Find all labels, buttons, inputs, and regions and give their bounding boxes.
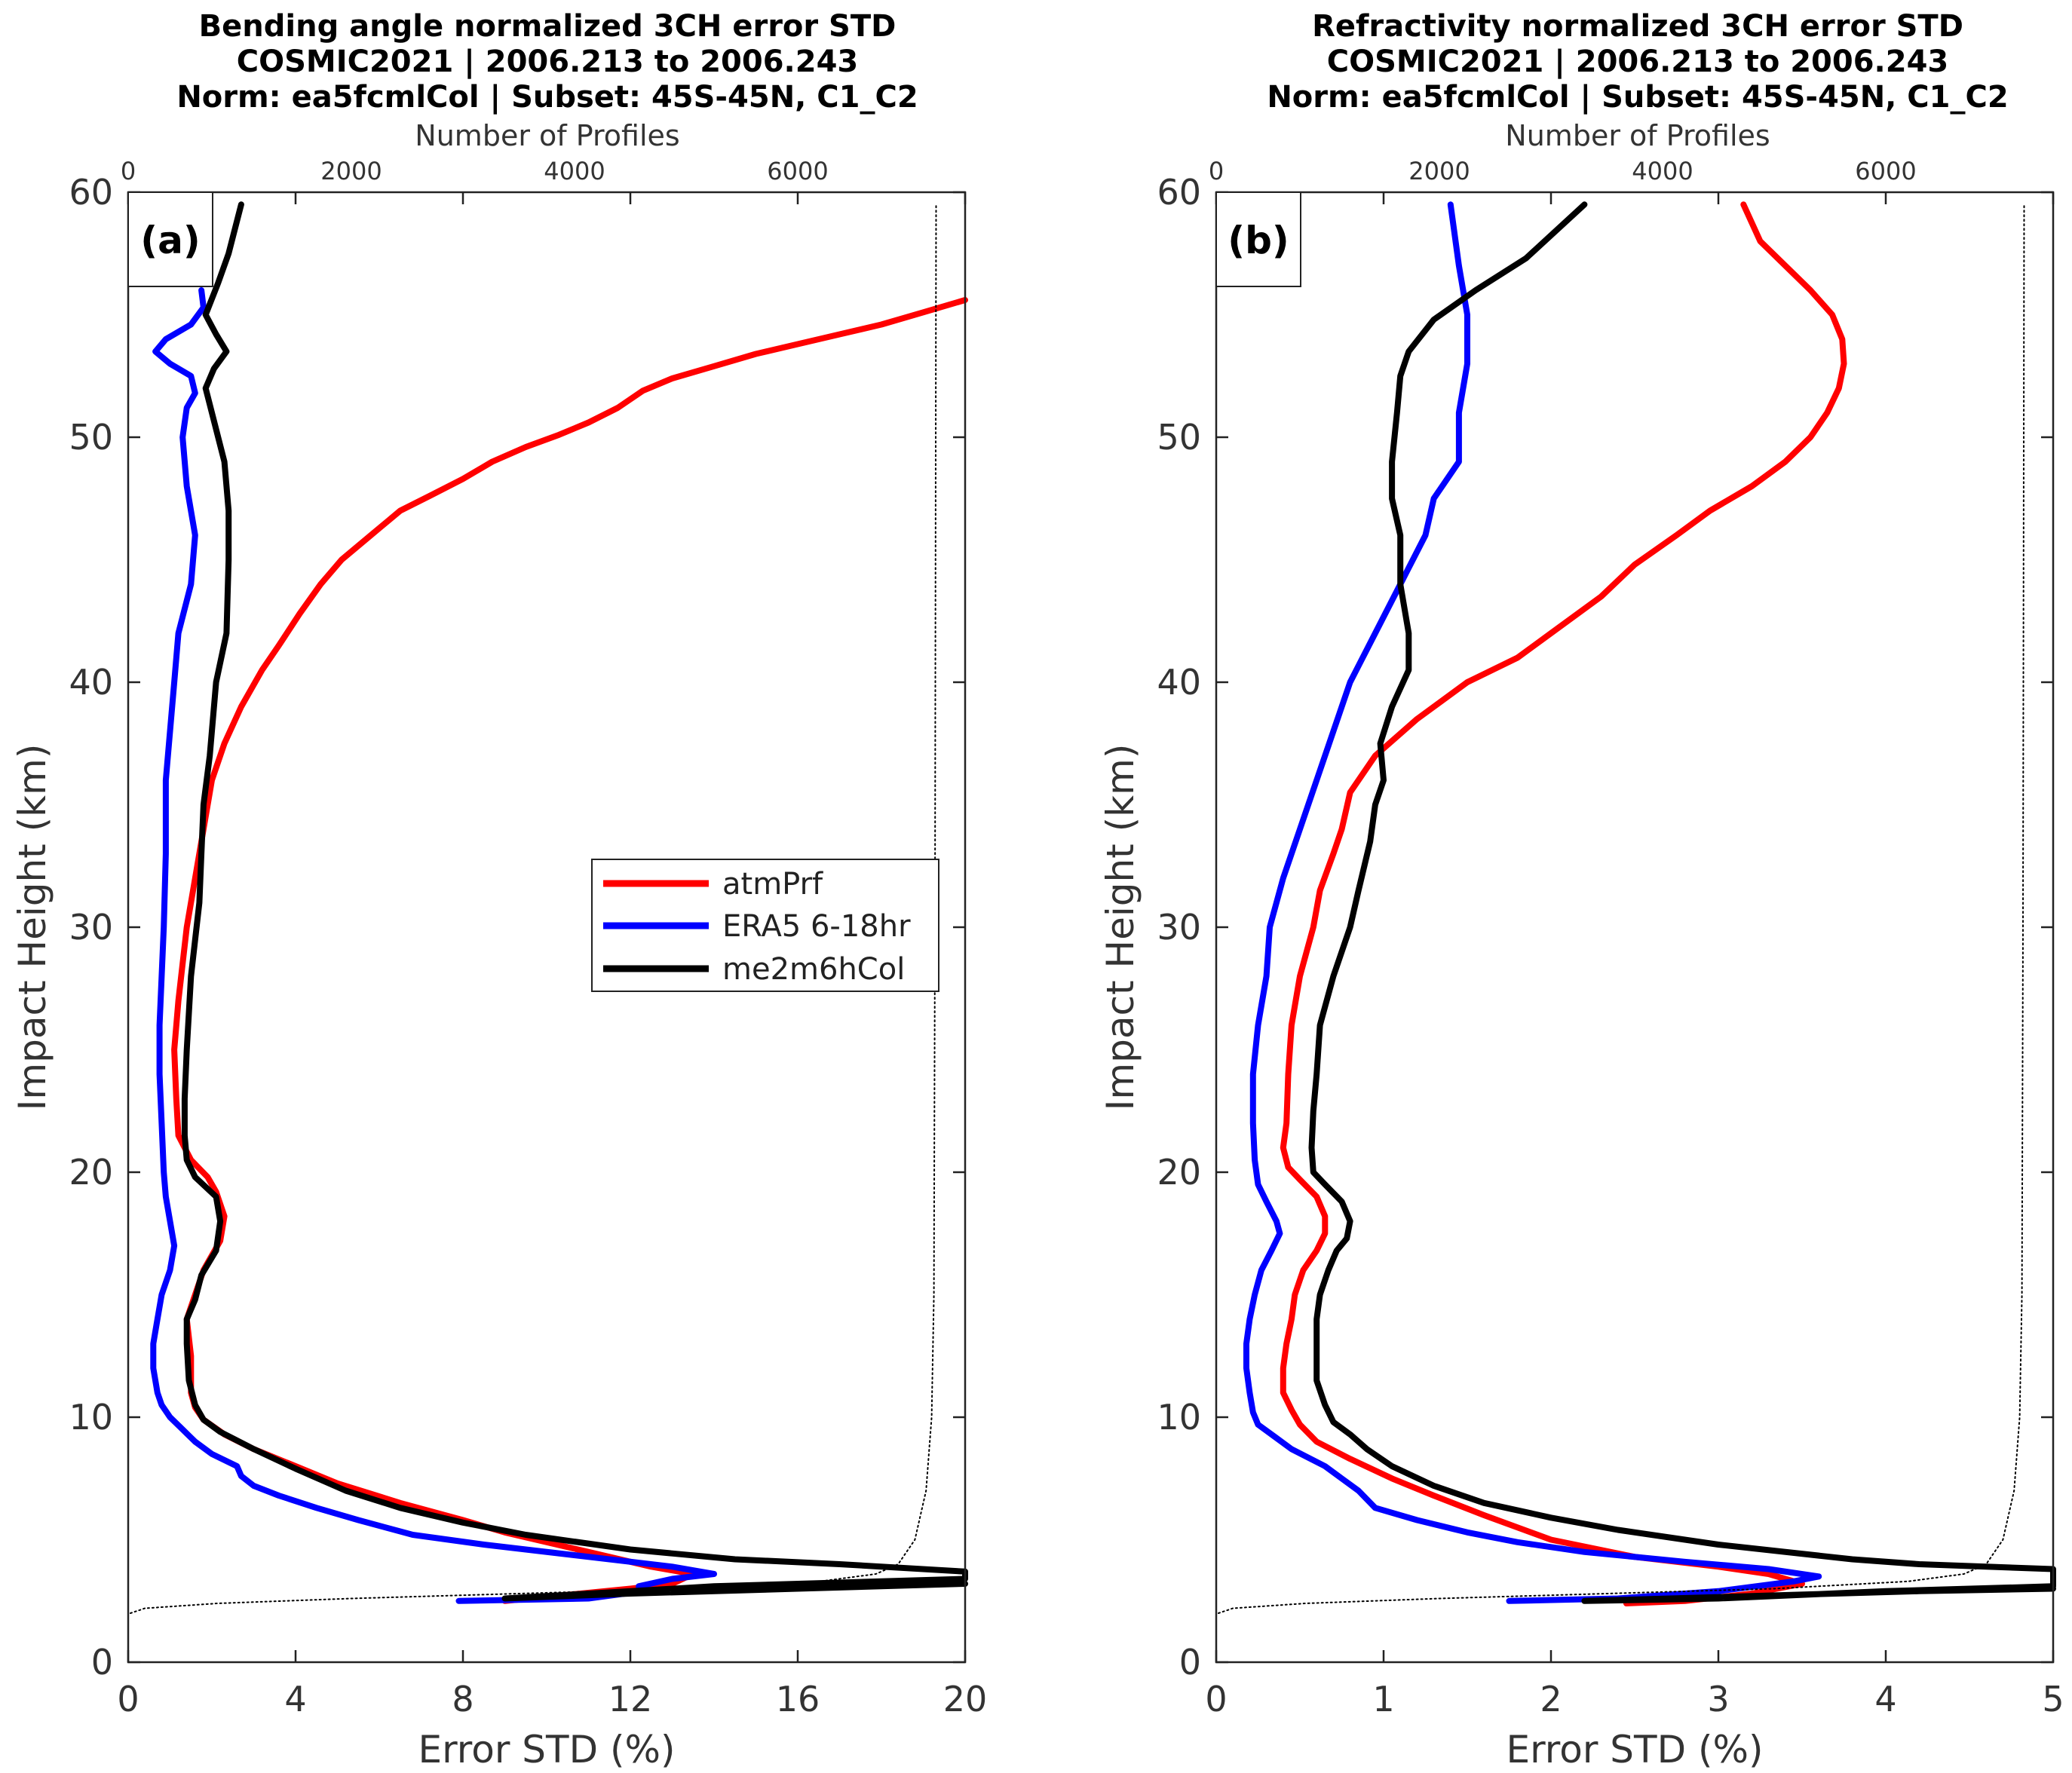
panel-a-panel-label: (a) — [140, 219, 200, 262]
panel-b-title-line-3: Norm: ea5fcmlCol | Subset: 45S-45N, C1_C… — [1267, 80, 2008, 115]
panel-b-y-tick-label: 40 — [1157, 662, 1201, 703]
panel-b-x-tick-label: 4 — [1874, 1679, 1896, 1719]
panel-b-top-axis-label: Number of Profiles — [1505, 119, 1770, 152]
panel-a-y-tick-label: 60 — [69, 172, 113, 213]
panel-a-series-era5-6-18hr — [150, 287, 717, 1604]
panel-b-y-tick-label: 60 — [1157, 172, 1201, 213]
panel-a-x-tick-label: 4 — [284, 1679, 306, 1719]
panel-a-series-lines — [130, 201, 968, 1614]
panel-b-top-x-tick-label: 2000 — [1408, 157, 1470, 185]
panel-b-y-tick-label: 20 — [1157, 1152, 1201, 1193]
panel-a-top-x-tick-label: 0 — [121, 157, 136, 185]
panel-a-title-line-2: COSMIC2021 | 2006.213 to 2006.243 — [237, 44, 859, 80]
legend-label-era5: ERA5 6-18hr — [722, 909, 911, 944]
panel-b-x-tick-label: 1 — [1372, 1679, 1394, 1719]
panel-b-top-x-tick-label: 4000 — [1632, 157, 1693, 185]
panel-a-panel-label-box: (a) — [127, 191, 213, 287]
panel-a-top-x-tick-label: 2000 — [320, 157, 382, 185]
panel-a-title-line-3: Norm: ea5fcmlCol | Subset: 45S-45N, C1_C… — [176, 80, 918, 115]
panel-b-x-tick-label: 0 — [1205, 1679, 1227, 1719]
panel-a-x-tick-label: 8 — [452, 1679, 474, 1719]
panel-a: Bending angle normalized 3CH error STD C… — [11, 9, 987, 1771]
panel-b-series-era5-6-18hr — [1243, 201, 1822, 1604]
panel-b-y-tick-label: 50 — [1157, 417, 1201, 458]
panel-b-y-tick-label: 0 — [1179, 1642, 1201, 1683]
panel-b-series-lines — [1218, 201, 2056, 1614]
legend: atmPrf ERA5 6-18hr me2m6hCol — [591, 859, 939, 992]
panel-a-y-tick-label: 10 — [69, 1397, 113, 1438]
panel-b-y-axis-label: Impact Height (km) — [1099, 744, 1142, 1111]
panel-b-panel-label: (b) — [1228, 219, 1289, 262]
panel-b-y-tick-label: 30 — [1157, 907, 1201, 948]
panel-a-y-tick-label: 30 — [69, 907, 113, 948]
panel-b-x-tick-label: 5 — [2042, 1679, 2064, 1719]
panel-a-y-tick-label: 50 — [69, 417, 113, 458]
panel-b-series-me2m6hcol — [1308, 201, 2056, 1604]
panel-a-x-tick-label: 0 — [117, 1679, 139, 1719]
legend-label-atmprf: atmPrf — [722, 867, 823, 902]
panel-b-title-line-2: COSMIC2021 | 2006.213 to 2006.243 — [1327, 44, 1949, 80]
panel-b-x-tick-label: 3 — [1707, 1679, 1729, 1719]
legend-label-me2m6hcol: me2m6hCol — [722, 952, 905, 987]
panel-b: Refractivity normalized 3CH error STD CO… — [1099, 9, 2064, 1771]
panel-a-top-x-tick-label: 4000 — [544, 157, 605, 185]
panel-a-series-me2m6hcol — [181, 201, 968, 1602]
panel-a-y-tick-label: 20 — [69, 1152, 113, 1193]
panel-b-x-tick-label: 2 — [1540, 1679, 1562, 1719]
panel-b-series-number-of-profiles — [1218, 204, 2025, 1614]
panel-b-panel-label-box: (b) — [1215, 191, 1301, 287]
panel-a-y-axis-label: Impact Height (km) — [11, 744, 54, 1111]
panel-a-y-tick-label: 40 — [69, 662, 113, 703]
panel-a-x-tick-label: 12 — [608, 1679, 653, 1719]
panel-a-title-line-1: Bending angle normalized 3CH error STD — [199, 9, 897, 44]
panel-a-y-tick-label: 0 — [91, 1642, 113, 1683]
panel-b-y-tick-label: 10 — [1157, 1397, 1201, 1438]
panel-b-x-axis-label: Error STD (%) — [1506, 1728, 1764, 1771]
panel-b-top-x-tick-label: 6000 — [1855, 157, 1916, 185]
panel-a-x-axis-label: Error STD (%) — [418, 1728, 676, 1771]
panel-a-ticks: 0 4 8 12 16 20 0 10 20 30 40 50 60 0 2000 4000 6000 — [69, 157, 987, 1719]
panel-a-x-tick-label: 16 — [776, 1679, 820, 1719]
panel-a-series-number-of-profiles — [130, 204, 937, 1614]
panel-a-top-x-tick-label: 6000 — [767, 157, 828, 185]
panel-b-series-atmprf — [1280, 201, 1847, 1606]
panel-a-plot-area: 0 4 8 12 16 20 0 10 20 30 40 50 60 0 2000 4000 6000 — [69, 157, 987, 1719]
panel-b-title-line-1: Refractivity normalized 3CH error STD — [1312, 9, 1963, 44]
panel-b-top-x-tick-label: 0 — [1209, 157, 1224, 185]
panel-a-x-tick-label: 20 — [943, 1679, 988, 1719]
panel-a-top-axis-label: Number of Profiles — [415, 119, 679, 152]
